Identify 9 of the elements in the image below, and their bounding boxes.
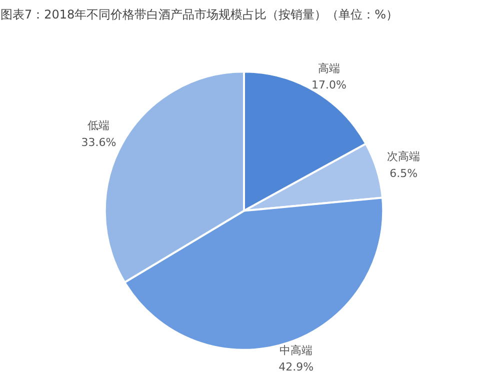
data-label: 33.6% — [81, 136, 116, 149]
slice-label: 次高端 — [387, 150, 420, 164]
slice-label: 中高端 — [280, 344, 313, 357]
slice-label: 高端 — [318, 62, 340, 75]
data-label: 17.0% — [312, 78, 346, 92]
data-label: 42.9% — [278, 360, 314, 374]
chart-title: 图表7：2018年不同价格带白酒产品市场规模占比（按销量）（单位：%） — [0, 8, 398, 22]
slice-label: 低端 — [88, 119, 110, 132]
data-label: 6.5% — [390, 166, 418, 180]
